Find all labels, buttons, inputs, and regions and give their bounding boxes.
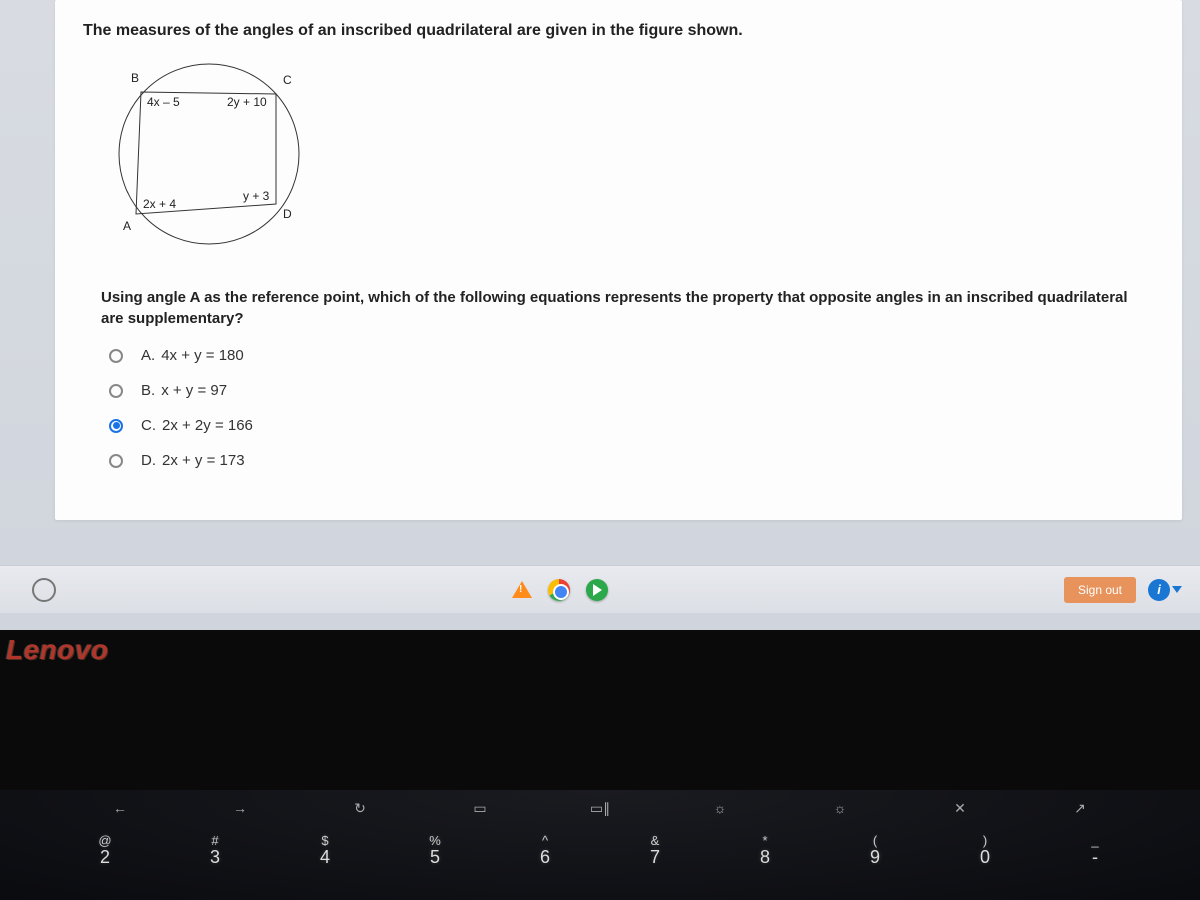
figure: B C D A 4x – 5 2y + 10 y + 3 2x + 4 — [101, 54, 1154, 269]
chrome-icon[interactable] — [548, 579, 570, 601]
question-title: The measures of the angles of an inscrib… — [83, 22, 1154, 40]
record-icon[interactable] — [32, 578, 56, 602]
fn-key: ↻ — [336, 800, 384, 817]
number-key: )0 — [953, 831, 1017, 871]
number-key: #3 — [183, 831, 247, 871]
number-key: @2 — [73, 831, 137, 871]
number-row: @2 #3 $4 %5 ^6&7 *8 (9 )0 _- — [0, 831, 1200, 871]
radio-b[interactable] — [109, 384, 123, 398]
bottom-toolbar: Sign out i — [0, 565, 1200, 613]
fn-key: ☼ — [816, 800, 864, 817]
svg-text:2x + 4: 2x + 4 — [143, 197, 176, 211]
option-d-letter: D. — [141, 452, 156, 469]
fn-key: ☼ — [696, 800, 744, 817]
number-key: _- — [1063, 831, 1127, 871]
option-c-text: 2x + 2y = 166 — [162, 417, 253, 434]
signout-button[interactable]: Sign out — [1064, 577, 1136, 603]
keyboard: ← → ↻ ▭ ▭∥ ☼ ☼ ✕ ↗ @2 #3 $4 %5 ^6&7 *8 (9 )0 _- — [0, 790, 1200, 900]
number-key: ^6 — [513, 831, 577, 871]
fn-key: ▭ — [456, 800, 504, 817]
option-c[interactable]: C. 2x + 2y = 166 — [109, 417, 1154, 434]
warning-icon[interactable] — [512, 581, 532, 598]
svg-text:4x – 5: 4x – 5 — [147, 95, 180, 109]
question-prompt: Using angle A as the reference point, wh… — [101, 287, 1154, 329]
radio-a[interactable] — [109, 349, 123, 363]
svg-text:B: B — [131, 71, 139, 85]
fn-key: ↗ — [1056, 800, 1104, 817]
option-b-text: x + y = 97 — [161, 382, 227, 399]
inscribed-quadrilateral-svg: B C D A 4x – 5 2y + 10 y + 3 2x + 4 — [101, 54, 341, 264]
dropdown-icon[interactable] — [1172, 586, 1182, 593]
number-key: %5 — [403, 831, 467, 871]
play-icon[interactable] — [586, 579, 608, 601]
brand-logo: Lenovo — [6, 634, 109, 666]
number-key: *8 — [733, 831, 797, 871]
option-a-letter: A. — [141, 347, 155, 364]
info-icon[interactable]: i — [1148, 579, 1170, 601]
svg-text:A: A — [123, 219, 131, 233]
svg-text:2y + 10: 2y + 10 — [227, 95, 267, 109]
svg-text:D: D — [283, 207, 292, 221]
fn-key: → — [216, 800, 264, 817]
fn-row: ← → ↻ ▭ ▭∥ ☼ ☼ ✕ ↗ — [0, 800, 1200, 817]
screen-area: The measures of the angles of an inscrib… — [0, 0, 1200, 630]
option-a[interactable]: A. 4x + y = 180 — [109, 347, 1154, 364]
radio-c[interactable] — [109, 419, 123, 433]
option-d-text: 2x + y = 173 — [162, 452, 245, 469]
svg-text:y + 3: y + 3 — [243, 189, 270, 203]
option-b[interactable]: B. x + y = 97 — [109, 382, 1154, 399]
fn-key: ✕ — [936, 800, 984, 817]
number-key: (9 — [843, 831, 907, 871]
number-key: $4 — [293, 831, 357, 871]
number-key: &7 — [623, 831, 687, 871]
option-c-letter: C. — [141, 417, 156, 434]
option-d[interactable]: D. 2x + y = 173 — [109, 452, 1154, 469]
question-card: The measures of the angles of an inscrib… — [55, 0, 1182, 520]
svg-text:C: C — [283, 73, 292, 87]
fn-key: ← — [96, 800, 144, 817]
options-group: A. 4x + y = 180 B. x + y = 97 C. 2x + 2y… — [109, 347, 1154, 469]
option-b-letter: B. — [141, 382, 155, 399]
fn-key: ▭∥ — [576, 800, 624, 817]
radio-d[interactable] — [109, 454, 123, 468]
option-a-text: 4x + y = 180 — [161, 347, 244, 364]
